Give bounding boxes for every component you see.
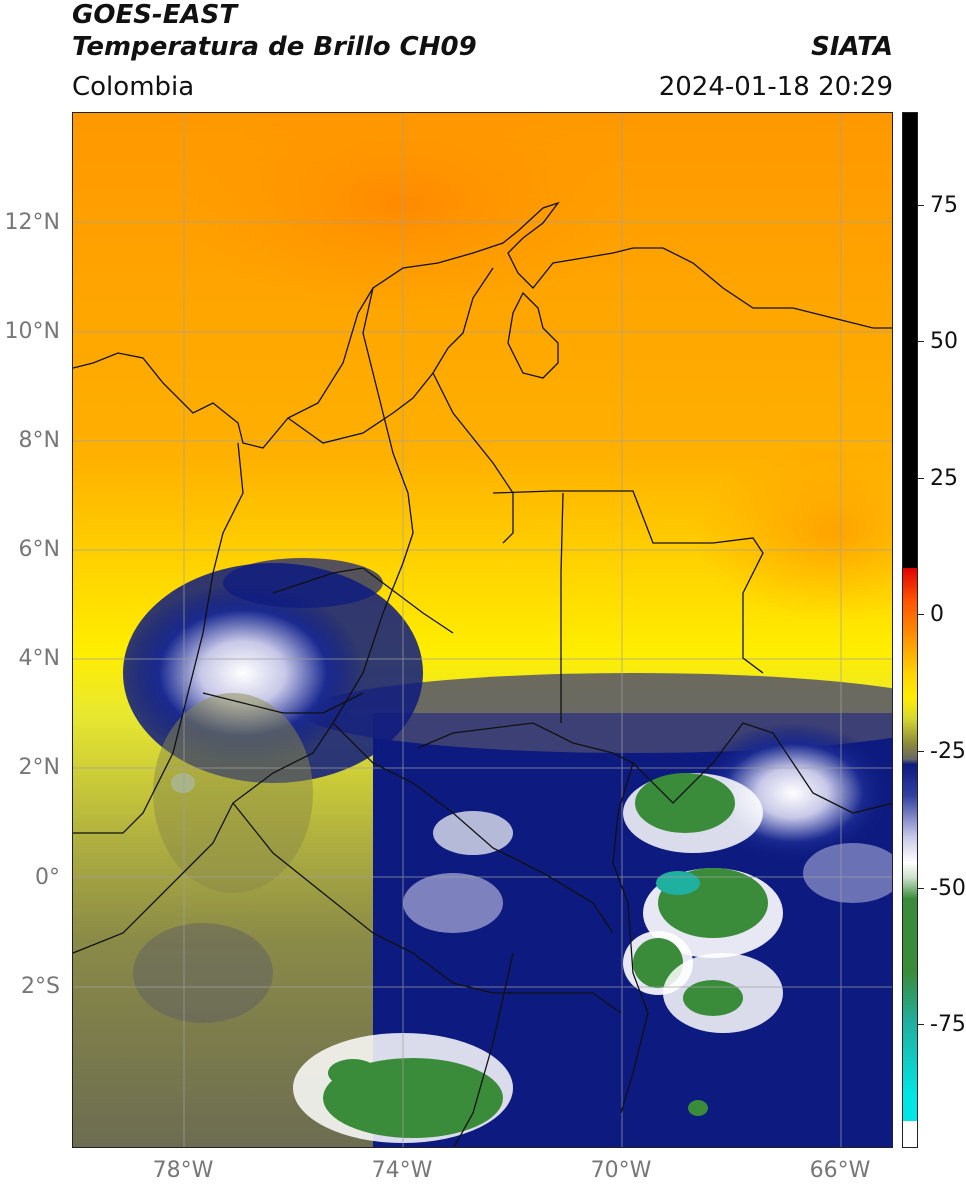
- colorbar-label-minus75: -75: [930, 1012, 966, 1037]
- brightness-temperature-map: [72, 112, 893, 1148]
- colorbar-tick: [918, 888, 924, 889]
- lat-label-2s: 2°S: [21, 974, 60, 999]
- org-label: SIATA: [811, 32, 893, 62]
- colorbar-tick: [918, 341, 924, 342]
- colorbar-label-50: 50: [930, 329, 958, 354]
- colorbar-tick: [918, 751, 924, 752]
- warm-region-east: [693, 443, 892, 623]
- lat-label-12n: 12°N: [4, 210, 60, 235]
- lon-label-70w: 70°W: [590, 1158, 652, 1183]
- lat-label-6n: 6°N: [18, 537, 60, 562]
- graticule: [73, 113, 892, 1147]
- colorbar-tick: [918, 478, 924, 479]
- colorbar-label-minus25: -25: [930, 739, 966, 764]
- lat-label-10n: 10°N: [4, 319, 60, 344]
- lon-label-74w: 74°W: [371, 1158, 433, 1183]
- lat-label-0: 0°: [35, 865, 60, 890]
- lat-label-2n: 2°N: [18, 755, 60, 780]
- lon-label-78w: 78°W: [152, 1158, 214, 1183]
- lon-label-66w: 66°W: [809, 1158, 871, 1183]
- lat-label-8n: 8°N: [18, 428, 60, 453]
- datetime-label: 2024-01-18 20:29: [658, 72, 893, 102]
- borders: [73, 201, 892, 1147]
- colorbar-label-25: 25: [930, 466, 958, 491]
- title-line-1: GOES-EAST: [72, 0, 238, 30]
- colorbar: [902, 112, 918, 1148]
- colorbar-tick: [918, 1024, 924, 1025]
- cloud-areas: [123, 558, 892, 1147]
- colorbar-label-75: 75: [930, 193, 958, 218]
- lat-label-4n: 4°N: [18, 646, 60, 671]
- colorbar-tick: [918, 614, 924, 615]
- map-canvas: [73, 113, 892, 1147]
- colorbar-tick: [918, 205, 924, 206]
- colorbar-label-0: 0: [930, 602, 944, 627]
- colorbar-label-minus50: -50: [930, 876, 966, 901]
- title-line-2: Temperatura de Brillo CH09: [72, 32, 477, 62]
- region-label: Colombia: [72, 72, 195, 102]
